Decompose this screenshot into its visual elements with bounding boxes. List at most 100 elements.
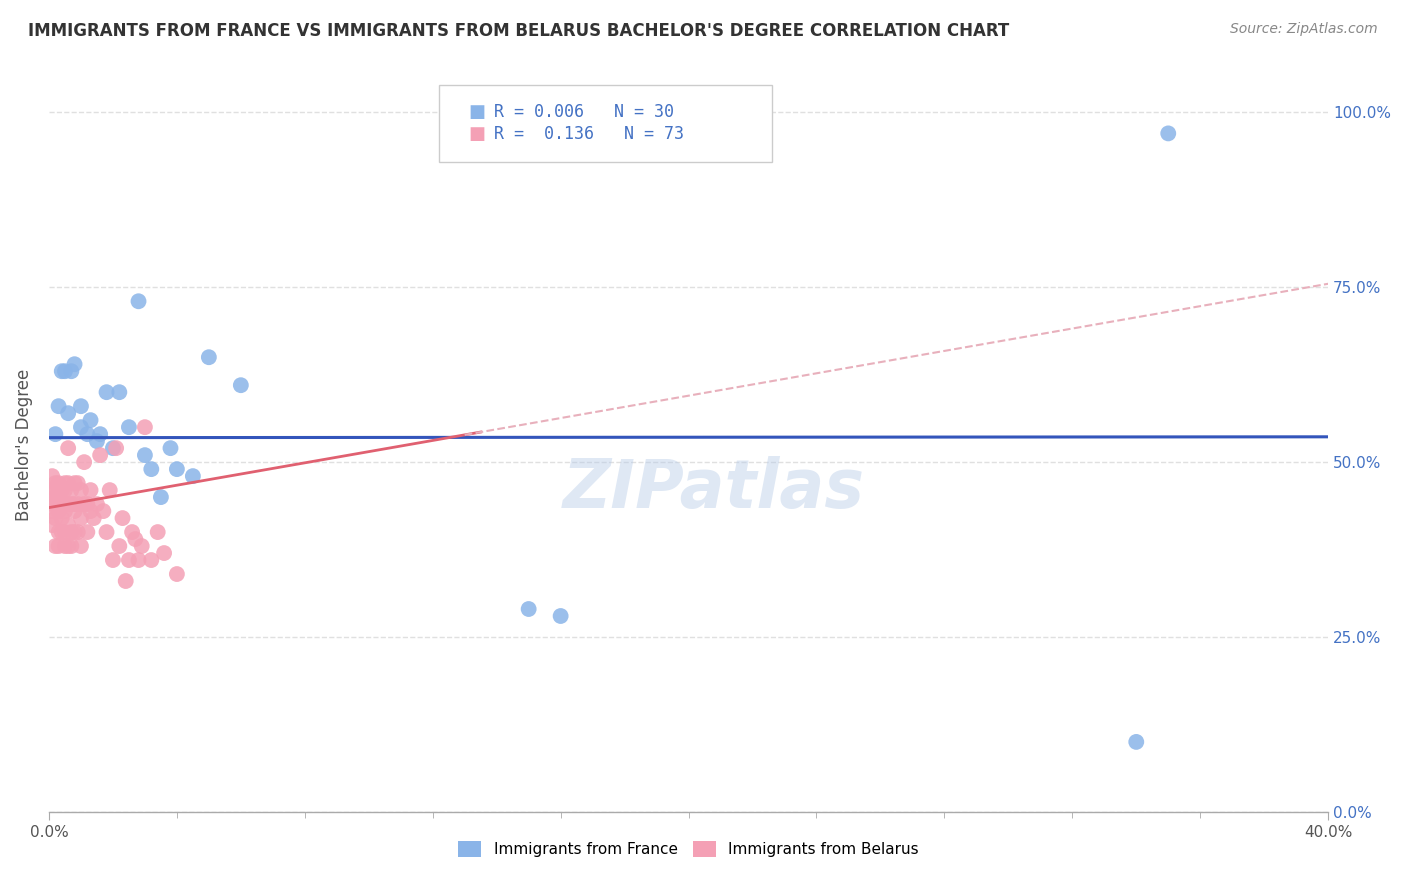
Point — [56, 406, 79, 420]
Point — [60, 524, 83, 539]
Point — [56, 539, 79, 553]
Point — [70, 420, 93, 434]
Point — [131, 539, 153, 553]
Point — [41, 497, 63, 511]
Legend: Immigrants from France, Immigrants from Belarus: Immigrants from France, Immigrants from … — [453, 835, 925, 863]
Point — [51, 524, 73, 539]
Point — [51, 483, 73, 497]
Point — [91, 504, 114, 518]
Point — [44, 483, 66, 497]
Point — [121, 524, 143, 539]
Text: IMMIGRANTS FROM FRANCE VS IMMIGRANTS FROM BELARUS BACHELOR'S DEGREE CORRELATION : IMMIGRANTS FROM FRANCE VS IMMIGRANTS FRO… — [28, 22, 1010, 40]
Point — [44, 497, 66, 511]
Point — [48, 504, 70, 518]
Text: R =  0.136   N = 73: R = 0.136 N = 73 — [494, 125, 685, 144]
Point — [76, 427, 98, 442]
Point — [159, 441, 181, 455]
Point — [44, 427, 66, 442]
Point — [66, 497, 89, 511]
Point — [101, 553, 124, 567]
Point — [89, 448, 111, 462]
Point — [134, 448, 156, 462]
Point — [56, 476, 79, 491]
Point — [128, 294, 150, 309]
Point — [48, 497, 70, 511]
Point — [86, 497, 108, 511]
Point — [44, 490, 66, 504]
Point — [63, 504, 86, 518]
Point — [53, 504, 76, 518]
Point — [98, 483, 121, 497]
Point — [63, 497, 86, 511]
Point — [60, 483, 83, 497]
Point — [53, 497, 76, 511]
Point — [141, 462, 163, 476]
Text: R = 0.006   N = 30: R = 0.006 N = 30 — [494, 103, 673, 121]
Point — [53, 476, 76, 491]
FancyBboxPatch shape — [439, 85, 772, 161]
Point — [63, 357, 86, 371]
Point — [550, 609, 572, 624]
Point — [48, 399, 70, 413]
Point — [73, 497, 96, 511]
Point — [51, 511, 73, 525]
Point — [41, 469, 63, 483]
Point — [56, 441, 79, 455]
Point — [86, 434, 108, 449]
Point — [41, 483, 63, 497]
Point — [96, 524, 118, 539]
Point — [60, 539, 83, 553]
Y-axis label: Bachelor's Degree: Bachelor's Degree — [15, 368, 32, 521]
Point — [79, 413, 101, 427]
Point — [166, 462, 188, 476]
Point — [73, 455, 96, 469]
Point — [105, 441, 128, 455]
Point — [48, 539, 70, 553]
Text: Source: ZipAtlas.com: Source: ZipAtlas.com — [1230, 22, 1378, 37]
Point — [48, 524, 70, 539]
Point — [89, 427, 111, 442]
Point — [70, 483, 93, 497]
Text: ■: ■ — [468, 125, 485, 144]
Point — [48, 490, 70, 504]
Point — [166, 567, 188, 582]
Point — [44, 511, 66, 525]
Point — [76, 524, 98, 539]
Point — [198, 350, 221, 364]
Point — [51, 497, 73, 511]
Point — [76, 497, 98, 511]
Point — [111, 511, 134, 525]
Point — [63, 476, 86, 491]
Point — [56, 518, 79, 533]
Point — [53, 483, 76, 497]
Point — [114, 574, 136, 588]
Point — [517, 602, 540, 616]
Point — [124, 532, 146, 546]
Text: ZIPatlas: ZIPatlas — [564, 456, 865, 522]
Point — [53, 364, 76, 378]
Point — [101, 441, 124, 455]
Point — [51, 364, 73, 378]
Point — [141, 553, 163, 567]
Point — [41, 504, 63, 518]
Point — [44, 476, 66, 491]
Point — [66, 524, 89, 539]
Point — [96, 385, 118, 400]
Point — [83, 511, 105, 525]
Point — [181, 469, 204, 483]
Point — [66, 476, 89, 491]
Point — [70, 399, 93, 413]
Point — [56, 497, 79, 511]
Point — [146, 524, 169, 539]
Point — [79, 504, 101, 518]
Point — [108, 539, 131, 553]
Text: ■: ■ — [468, 103, 485, 121]
Point — [48, 476, 70, 491]
Point — [63, 524, 86, 539]
Point — [1157, 127, 1180, 141]
Point — [118, 553, 141, 567]
Point — [108, 385, 131, 400]
Point — [60, 364, 83, 378]
Point — [229, 378, 252, 392]
Point — [118, 420, 141, 434]
